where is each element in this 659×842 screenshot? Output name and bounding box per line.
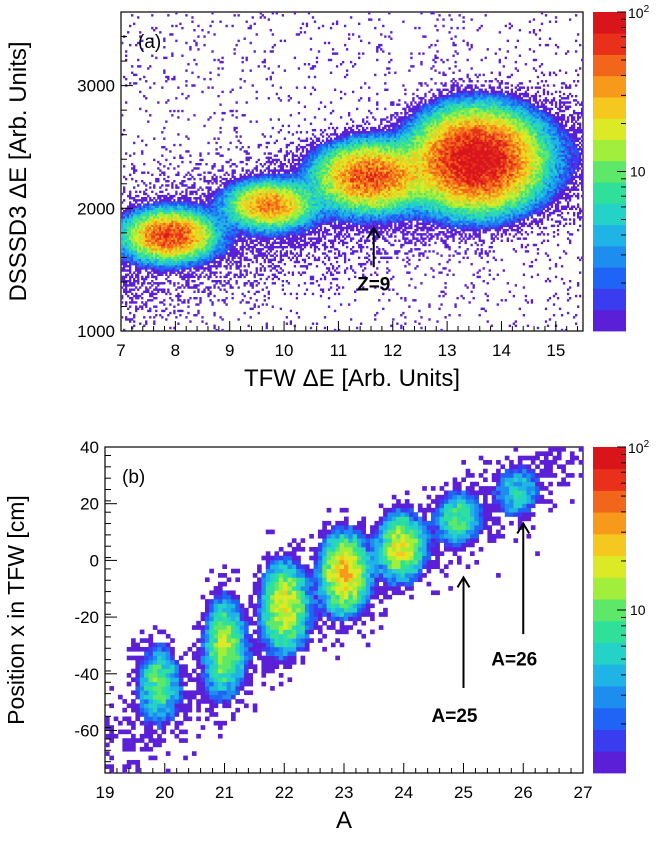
colorbar-segment (593, 75, 626, 98)
colorbar-segment (593, 12, 626, 34)
colorbar-segment (593, 288, 626, 311)
panel-a-ticks: 7 8 9 10 11 12 13 14 15 1000 2000 3000 (77, 11, 579, 360)
colorbar-segment (593, 642, 626, 665)
x-tick-label: 14 (492, 341, 511, 360)
colorbar-segment (593, 751, 626, 774)
colorbar-segment (593, 490, 626, 513)
colorbar-label-100: 102 (628, 4, 650, 21)
x-tick-label: 23 (335, 783, 354, 802)
panel-a-heatmap (121, 12, 584, 332)
y-tick-label: -40 (74, 665, 99, 684)
colorbar-segment (593, 33, 626, 55)
y-tick-label: 1000 (77, 322, 115, 341)
annotation-arrowhead (516, 521, 531, 535)
panel-a-annotations: Z=9 (357, 225, 390, 296)
colorbar-segment (593, 447, 626, 470)
colorbar-segment (593, 686, 626, 709)
x-tick-label: 24 (394, 783, 413, 802)
panel-b-ticks: 19 20 21 22 23 24 25 26 27 -60 -40 -20 0 20 40 (74, 438, 592, 802)
x-tick-label: 7 (116, 341, 125, 360)
panel-a-label: (a) (138, 32, 161, 53)
x-tick-label: 15 (546, 341, 565, 360)
y-tick-label: 40 (80, 438, 99, 457)
colorbar-segment (593, 118, 626, 140)
x-tick-label: 10 (275, 341, 294, 360)
y-tick-label: -60 (74, 721, 99, 740)
panel-b: 19 20 21 22 23 24 25 26 27 -60 -40 -20 0 20 40 (b) A=2… (3, 438, 650, 834)
colorbar-segment (593, 468, 626, 491)
colorbar-segment (593, 182, 626, 204)
x-tick-label: 19 (96, 783, 115, 802)
colorbar-segment (593, 309, 626, 332)
x-tick-label: 21 (215, 783, 234, 802)
colorbar-label-10: 10 (630, 164, 646, 180)
x-tick-label: 9 (225, 341, 234, 360)
panel-a: 7 8 9 10 11 12 13 14 15 1000 2000 3000 (a) Z=9 TFW … (5, 4, 650, 392)
colorbar-segment (593, 267, 626, 289)
x-tick-label: 20 (155, 783, 174, 802)
x-tick-label: 12 (383, 341, 402, 360)
x-tick-label: 8 (171, 341, 180, 360)
y-tick-label: 20 (80, 495, 99, 514)
colorbar-segment (593, 512, 626, 535)
annotation-label: A=25 (432, 706, 478, 727)
y-tick-label: 3000 (77, 77, 115, 96)
panel-b-label: (b) (122, 467, 145, 488)
y-tick-label: -20 (74, 608, 99, 627)
panel-b-heatmap (105, 447, 584, 774)
colorbar-segment (593, 664, 626, 687)
colorbar-segment (593, 203, 626, 226)
panel-b-y-axis-title: Position x in TFW [cm] (3, 495, 29, 725)
x-tick-label: 11 (330, 341, 348, 360)
x-tick-label: 27 (574, 783, 593, 802)
colorbar-segment (593, 533, 626, 557)
annotation-label: Z=9 (357, 275, 390, 296)
panel-b-annotations: A=25 A=26 (432, 521, 537, 727)
colorbar-segment (593, 160, 626, 183)
colorbar-label-10: 10 (630, 602, 646, 618)
x-tick-label: 26 (514, 783, 533, 802)
panel-b-x-axis-title: A (336, 807, 352, 834)
colorbar-segment (593, 54, 626, 77)
colorbar-segment (593, 555, 626, 578)
colorbar-segment (593, 729, 626, 752)
colorbar-segment (593, 599, 626, 622)
panel-a-y-axis-title: DSSSD3 ΔE [Arb. Units] (5, 41, 32, 301)
panel-a-colorbar: 10 102 (593, 4, 650, 332)
x-tick-label: 13 (438, 341, 457, 360)
y-tick-label: 0 (90, 551, 99, 570)
colorbar-segment (593, 707, 626, 730)
colorbar-segment (593, 139, 626, 162)
y-tick-label: 2000 (77, 199, 115, 218)
colorbar-segment (593, 245, 626, 268)
colorbar-segment (593, 97, 626, 119)
panel-a-x-axis-title: TFW ΔE [Arb. Units] (244, 365, 460, 392)
x-tick-label: 22 (275, 783, 294, 802)
colorbar-segment (593, 224, 626, 247)
panel-b-colorbar: 10 102 (593, 439, 650, 774)
annotation-label: A=26 (491, 649, 537, 670)
colorbar-segment (593, 577, 626, 600)
colorbar-segment (593, 620, 626, 643)
annotation-arrowhead (456, 575, 471, 588)
annotation-arrowhead (366, 225, 381, 239)
colorbar-label-100: 102 (628, 439, 650, 456)
x-tick-label: 25 (454, 783, 473, 802)
